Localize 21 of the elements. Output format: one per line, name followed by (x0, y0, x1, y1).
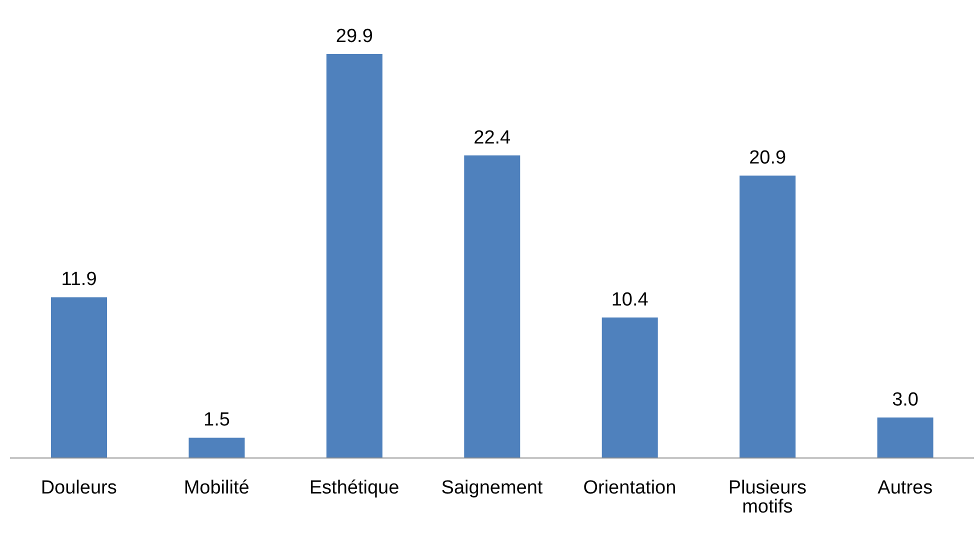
bar (877, 417, 934, 458)
x-tick-label: Saignement (441, 477, 544, 498)
bar (464, 155, 520, 458)
x-tick-label: Orientation (583, 477, 676, 498)
data-label: 10.4 (611, 289, 649, 310)
data-label: 1.5 (204, 410, 230, 431)
data-label: 29.9 (336, 26, 373, 47)
data-label: 20.9 (749, 148, 786, 169)
x-tick-label: Douleurs (40, 477, 117, 498)
bar (740, 176, 796, 458)
data-label: 22.4 (474, 127, 512, 148)
x-tick-label: Mobilité (184, 477, 250, 498)
x-tick-label: Esthétique (309, 477, 400, 498)
bar (51, 297, 107, 458)
bar (326, 54, 382, 458)
bar (188, 438, 245, 458)
data-label: 3.0 (892, 389, 918, 410)
x-tick-label: Autres (878, 477, 933, 498)
bar (602, 317, 658, 458)
x-tick-label: Plusieurs motifs (728, 477, 807, 518)
data-label: 11.9 (61, 269, 97, 290)
